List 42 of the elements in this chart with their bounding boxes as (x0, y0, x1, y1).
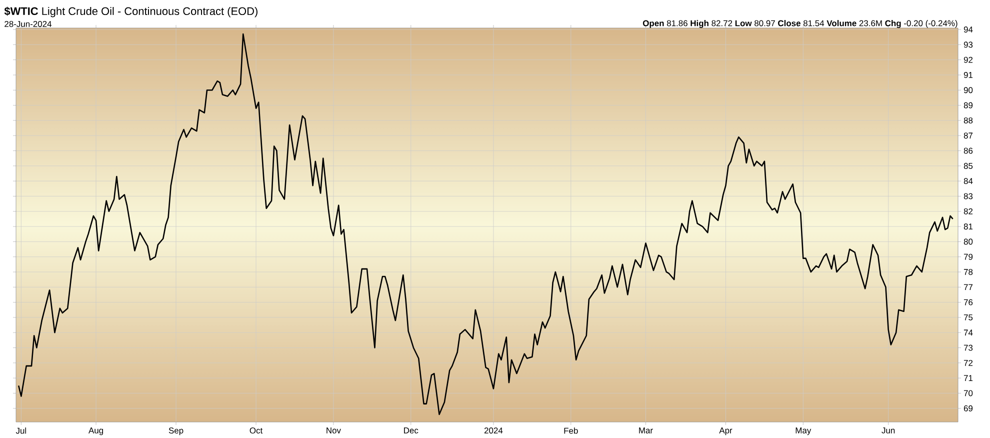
y-tick-label: 93 (964, 42, 973, 48)
y-tick-label: 85 (964, 162, 973, 169)
x-tick-label: Oct (250, 428, 263, 434)
x-tick-label: Nov (326, 428, 341, 434)
chart-subtitle: 28-Jun-2024 (4, 21, 52, 27)
y-tick-label: 91 (964, 72, 973, 78)
y-tick-label: 77 (964, 284, 973, 290)
y-tick-label: 79 (964, 254, 973, 260)
y-tick-label: 86 (964, 148, 973, 154)
chart-title: $WTIC Light Crude Oil - Continuous Contract (EOD) (4, 6, 258, 18)
y-tick-label: 74 (964, 330, 973, 336)
y-tick-label: 83 (964, 193, 973, 200)
y-tick-label: 81 (964, 224, 973, 230)
x-tick-label: Mar (639, 428, 653, 434)
y-tick-label: 88 (964, 117, 973, 124)
y-tick-label: 75 (964, 314, 973, 320)
y-tick-label: 87 (964, 132, 973, 139)
y-tick-label: 73 (964, 344, 973, 351)
y-tick-label: 90 (964, 87, 973, 94)
y-tick-label: 89 (964, 102, 973, 108)
x-tick-label: Dec (404, 428, 418, 434)
y-tick-label: 94 (964, 26, 973, 33)
x-tick-label: Jul (16, 428, 26, 434)
y-tick-label: 71 (964, 375, 973, 381)
x-tick-label: Aug (88, 428, 104, 436)
y-tick-label: 70 (964, 390, 973, 396)
y-tick-label: 69 (964, 405, 973, 412)
y-tick-label: 72 (964, 360, 973, 366)
x-tick-label: Sep (168, 428, 184, 436)
y-tick-label: 80 (964, 238, 973, 245)
y-tick-label: 92 (964, 56, 973, 63)
y-tick-label: 78 (964, 268, 973, 275)
line-series (18, 33, 954, 416)
x-tick-label: May (796, 428, 812, 436)
x-tick-label: Jun (882, 428, 895, 434)
x-tick-label: 2024 (484, 428, 503, 434)
x-tick-label: Apr (719, 428, 732, 436)
y-tick-label: 82 (964, 208, 973, 214)
y-tick-label: 84 (964, 178, 973, 184)
text: Open 81.86 High 82.72 Low 80.97 Close 81.54 Volume 23.6M Chg -0.20 (-0.24%) (642, 20, 958, 28)
y-tick-label: 76 (964, 299, 973, 306)
x-tick-label: Feb (564, 428, 578, 434)
